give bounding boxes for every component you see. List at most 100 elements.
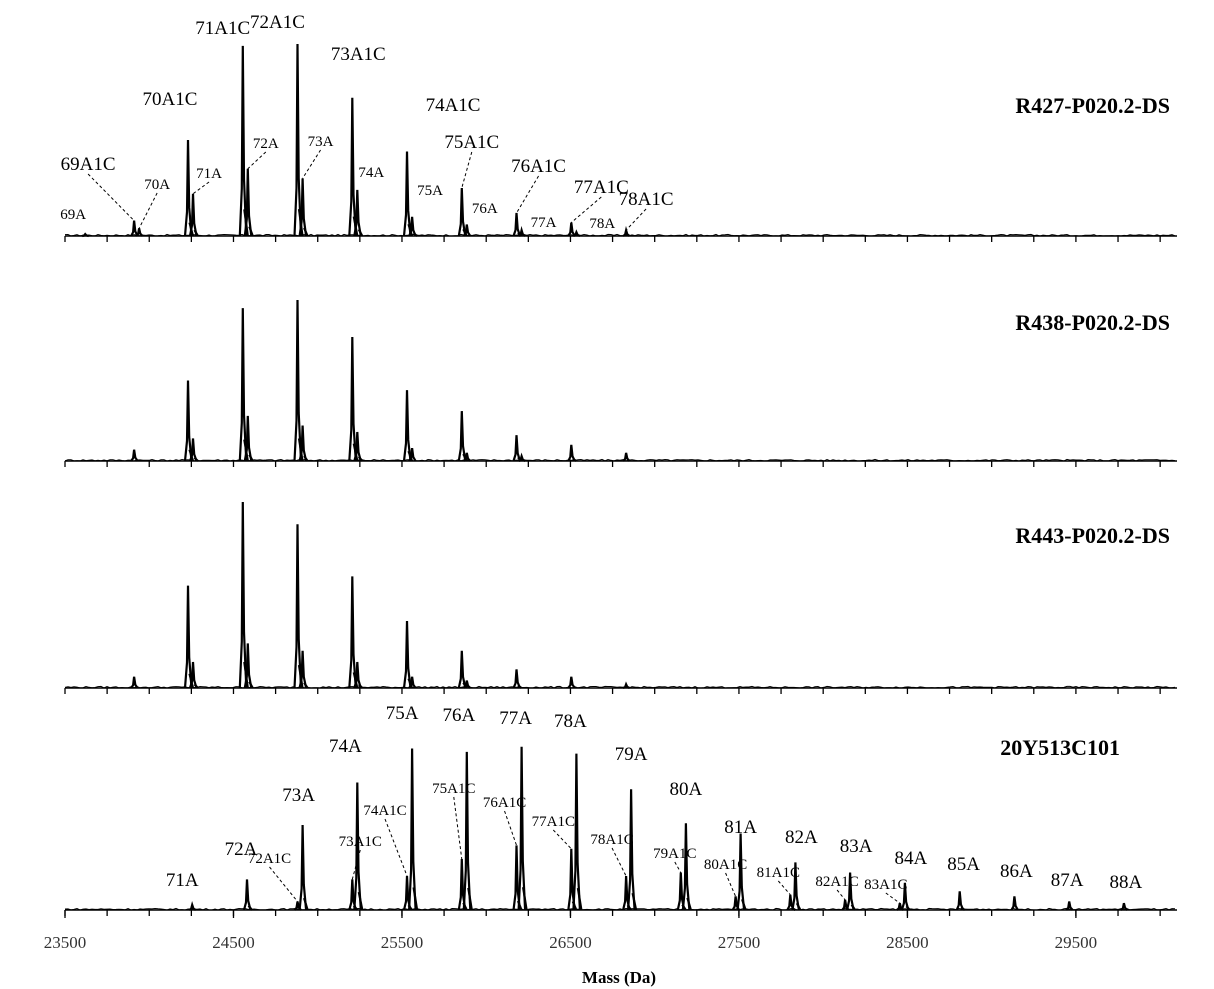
- peak-label: 78A: [589, 216, 615, 232]
- peak-shoulder: [905, 905, 911, 911]
- peak-label: 82A: [785, 827, 818, 848]
- spectrum-peak: [1065, 901, 1074, 911]
- spectrum-peak: [457, 187, 467, 237]
- peak-label: 74A1C: [363, 803, 406, 819]
- spectrum-peak: [353, 661, 362, 689]
- spectrum-peak: [402, 620, 412, 689]
- x-axis-label: Mass (Da): [582, 968, 656, 987]
- spectrum-peak: [567, 676, 576, 689]
- spectrum-peak: [130, 220, 139, 237]
- peak-label: 70A1C: [143, 89, 198, 110]
- peak-shoulder: [517, 684, 523, 689]
- peak-label: 77A1C: [574, 177, 629, 198]
- peak-shoulder: [850, 904, 857, 911]
- spectrum-peak: [293, 299, 303, 462]
- spectrum-peak: [408, 748, 417, 911]
- spectrum-panel: R438-P020.2-DS: [64, 299, 1177, 467]
- x-tick-label: 27500: [718, 933, 761, 952]
- peak-label: 73A: [282, 785, 315, 806]
- spectrum-peak: [402, 390, 412, 462]
- spectrum-peak: [188, 438, 198, 462]
- peak-label: 73A1C: [331, 44, 386, 65]
- spectrum-peak: [736, 833, 746, 911]
- spectrum-peak: [462, 224, 472, 237]
- spectrum-peak: [627, 789, 636, 911]
- spectrum-peak: [1120, 902, 1129, 911]
- peak-shoulder: [303, 455, 309, 462]
- label-leader: [247, 151, 267, 170]
- spectrum-peak: [622, 452, 631, 462]
- spectrum-peak: [681, 823, 691, 911]
- spectrum-peak: [512, 212, 522, 237]
- spectrum-peak: [462, 751, 472, 911]
- spectrum-peak: [348, 97, 357, 237]
- x-tick-label: 29500: [1055, 933, 1098, 952]
- peak-shoulder: [303, 227, 309, 237]
- spectrum-peak: [846, 872, 855, 911]
- label-leader: [570, 196, 602, 223]
- peak-label: 71A: [196, 166, 222, 182]
- label-leader: [777, 880, 791, 896]
- spectrum-peak: [353, 431, 362, 462]
- peak-label: 71A: [166, 870, 199, 891]
- peak-shoulder: [795, 902, 802, 911]
- peak-shoulder: [686, 897, 692, 911]
- spectrum-peak: [572, 753, 581, 911]
- spectrum-peak: [408, 447, 417, 462]
- x-tick-label: 26500: [549, 933, 592, 952]
- spectrum-peak: [955, 891, 965, 911]
- spectrum-peak: [518, 452, 526, 462]
- peak-label: 83A: [840, 836, 873, 857]
- peak-label: 83A1C: [864, 877, 907, 893]
- panel-title: R427-P020.2-DS: [1015, 93, 1170, 118]
- spectrum-peak: [293, 43, 303, 237]
- spectrum-peak: [298, 824, 308, 911]
- x-tick-label: 25500: [381, 933, 424, 952]
- peak-label: 76A1C: [511, 156, 566, 177]
- label-leader: [725, 872, 737, 897]
- spectrum-peak: [242, 879, 252, 911]
- peak-label: 73A: [308, 134, 334, 150]
- peak-shoulder: [522, 887, 528, 911]
- spectrum-peak: [348, 336, 357, 462]
- peak-label: 75A: [417, 183, 443, 199]
- spectrum-peak: [791, 862, 800, 911]
- label-leader: [516, 175, 539, 214]
- panel-title: R443-P020.2-DS: [1015, 523, 1170, 548]
- peak-shoulder: [193, 683, 199, 689]
- spectrum-peak: [457, 411, 467, 462]
- spectrum-peak: [353, 189, 362, 237]
- peak-shoulder: [357, 228, 364, 237]
- label-leader: [384, 818, 408, 877]
- spectrum-peak: [130, 449, 139, 462]
- spectrum-panel: R443-P020.2-DS: [64, 501, 1177, 694]
- spectrum-peak: [183, 380, 193, 462]
- label-leader: [836, 889, 846, 901]
- peak-shoulder: [741, 898, 747, 911]
- spectrum-peak: [188, 901, 197, 911]
- peak-label: 72A1C: [248, 851, 291, 867]
- peak-shoulder: [631, 892, 638, 911]
- peak-label: 87A: [1051, 870, 1084, 891]
- spectrum-peak: [567, 222, 576, 237]
- peak-shoulder: [248, 454, 254, 462]
- peak-label: 76A: [442, 705, 475, 726]
- label-leader: [461, 151, 473, 189]
- peak-label: 85A: [947, 854, 980, 875]
- label-leader: [885, 892, 901, 904]
- peak-label: 77A: [531, 215, 557, 231]
- peak-label: 72A: [225, 839, 258, 860]
- label-leader: [302, 149, 321, 179]
- peak-shoulder: [467, 887, 473, 911]
- spectrum-panel: 69A 69A1C 70A 70A1C 71A 71A1C 72A 72A1C 73A 73A1C…: [60, 12, 1177, 242]
- spectrum-peak: [188, 661, 198, 689]
- peak-label: 80A: [669, 779, 702, 800]
- spectrum-peak: [402, 151, 412, 237]
- spectrum-peak: [238, 501, 248, 689]
- spectrum-peak: [243, 415, 253, 462]
- peak-shoulder: [248, 226, 254, 237]
- spectrum-peak: [130, 676, 139, 689]
- peak-label: 74A: [358, 165, 384, 181]
